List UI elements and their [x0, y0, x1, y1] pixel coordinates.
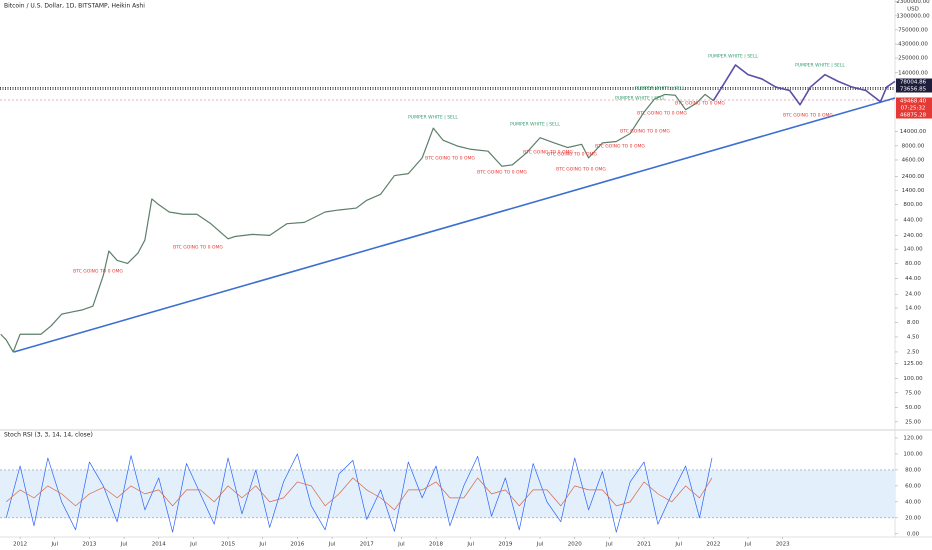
x-tick-label: Jul [466, 542, 474, 548]
x-tick-label: 2018 [429, 542, 443, 548]
x-tick-label: 2021 [637, 542, 651, 548]
x-tick-label: Jul [120, 542, 128, 548]
price-tag-label: 46875.28 [900, 113, 927, 119]
annotation: PUMPER WHITE | SELL [510, 122, 560, 128]
annotation: BTC GOING TO 0 OMG [477, 170, 527, 176]
annotation: PUMPER WHITE | SELL [635, 86, 685, 92]
x-tick-label: 2016 [290, 542, 304, 548]
y-tick-label: 250000.00 [898, 55, 928, 61]
annotation: BTC GOING TO 0 OMG [637, 111, 687, 117]
y-tick-label: 800.00 [903, 202, 923, 208]
x-tick-label: Jul [536, 542, 544, 548]
y-tick-label: 14.00 [905, 305, 921, 311]
x-tick-label: Jul [674, 542, 682, 548]
trendline [13, 97, 896, 353]
x-tick-label: 2017 [360, 542, 374, 548]
x-tick-label: 2013 [82, 542, 96, 548]
x-tick-label: Jul [328, 542, 336, 548]
x-tick-label: 2022 [706, 542, 720, 548]
y-tick-label: 2.50 [907, 349, 920, 355]
y-tick-label: 2300000.00 [896, 0, 930, 5]
y-tick-label: 140000.00 [898, 70, 928, 76]
x-tick-label: 2015 [221, 542, 235, 548]
y-tick-label: 20.00 [905, 515, 921, 521]
x-tick-label: 2023 [776, 542, 790, 548]
x-tick-label: Jul [50, 542, 58, 548]
stoch-line [6, 477, 713, 511]
price-line-series [0, 93, 714, 353]
price-tag-label: 78004.86 [900, 80, 927, 86]
x-tick-label: 2014 [152, 542, 166, 548]
y-tick-label: 240.00 [903, 233, 923, 239]
y-tick-label: 75.00 [905, 390, 921, 396]
y-tick-label: 60.00 [905, 483, 921, 489]
x-tick-label: 2012 [13, 542, 27, 548]
y-tick-label: 8000.00 [902, 143, 925, 149]
y-tick-label: 80.00 [905, 261, 921, 267]
annotation: BTC GOING TO 0 OMG [73, 269, 123, 275]
annotation: BTC GOING TO 0 OMG [783, 113, 833, 119]
y-tick-label: 4.50 [907, 334, 920, 340]
y-tick-label: 125.00 [903, 361, 923, 367]
annotation: BTC GOING TO 0 OMG [675, 101, 725, 107]
y-tick-label: 44.00 [905, 276, 921, 282]
annotation: BTC GOING TO 0 OMG [595, 144, 645, 150]
y-tick-label: 8.00 [907, 320, 920, 326]
y-tick-label: 140.00 [903, 247, 923, 253]
y-tick-label: 24.00 [905, 292, 921, 298]
stoch-band [0, 469, 895, 518]
y-tick-label: 4600.00 [902, 157, 925, 163]
annotation: PUMPER WHITE | SELL [615, 96, 665, 102]
y-tick-label: 25.00 [905, 419, 921, 425]
price-tag [896, 78, 932, 86]
price-tag-label: 73656.85 [900, 87, 927, 93]
currency-label: USD [907, 7, 919, 13]
price-tag-label: 49468.40 [900, 99, 927, 105]
annotation: BTC GOING TO 0 OMG [620, 129, 670, 135]
chart-title: Bitcoin / U.S. Dollar, 1D, BITSTAMP, Hei… [4, 3, 145, 10]
price-tag [896, 85, 932, 93]
x-tick-label: Jul [397, 542, 405, 548]
annotation: PUMPER WHITE | SELL [708, 54, 758, 60]
x-tick-label: Jul [744, 542, 752, 548]
y-tick-label: 750000.00 [898, 27, 928, 33]
y-tick-label: 40.00 [905, 499, 921, 505]
countdown: 07:25:32 [901, 106, 926, 112]
x-tick-label: Jul [258, 542, 266, 548]
y-tick-label: 440.00 [903, 217, 923, 223]
y-tick-label: 120.00 [903, 435, 923, 441]
indicator-title: Stoch RSI (3, 3, 14, 14, close) [4, 432, 93, 439]
countdown-tag [896, 104, 932, 112]
y-tick-label: 1400.00 [902, 188, 925, 194]
y-tick-label: 14000.00 [900, 129, 927, 135]
annotation: BTC GOING TO 0 OMG [173, 245, 223, 251]
y-tick-label: 1300000.00 [896, 13, 930, 19]
y-tick-label: 2400.00 [902, 174, 925, 180]
annotation: BTC GOING TO 0 OMG [547, 152, 597, 158]
stoch-line [5, 453, 713, 533]
price-tag [896, 111, 932, 119]
annotation: BTC GOING TO 0 OMG [425, 156, 475, 162]
y-tick-label: 430000.00 [898, 42, 928, 48]
y-tick-label: 50.00 [905, 405, 921, 411]
annotation: PUMPER WHITE | SELL [795, 63, 845, 69]
y-tick-label: 0.00 [907, 531, 920, 537]
annotation: BTC GOING TO 0 OMG [523, 150, 573, 156]
y-tick-label: 100.00 [903, 451, 923, 457]
x-tick-label: 2019 [498, 542, 512, 548]
annotation: BTC GOING TO 0 OMG [556, 167, 606, 173]
price-tag [896, 97, 932, 105]
y-tick-label: 100.00 [903, 376, 923, 382]
price-line-series [712, 64, 896, 106]
x-tick-label: 2020 [568, 542, 582, 548]
x-tick-label: Jul [189, 542, 197, 548]
x-tick-label: Jul [605, 542, 613, 548]
y-tick-label: 80.00 [905, 467, 921, 473]
annotation: PUMPER WHITE | SELL [408, 115, 458, 121]
